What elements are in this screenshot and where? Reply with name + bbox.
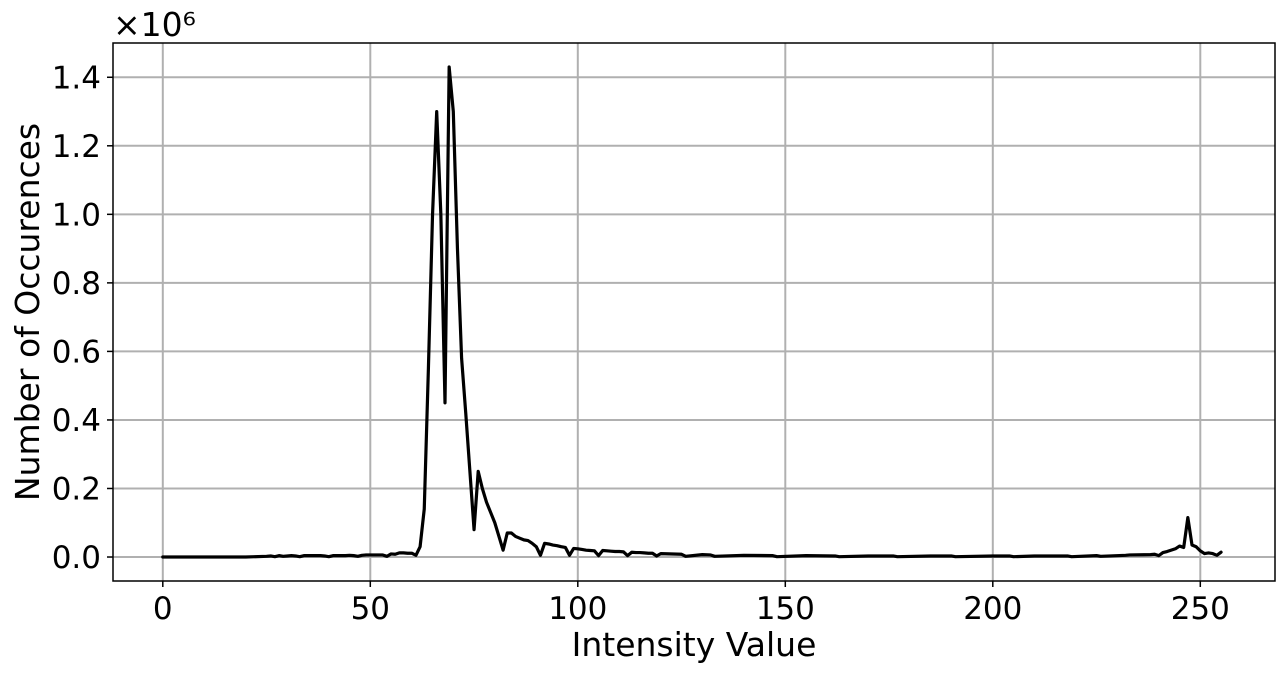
x-tick-label: 200: [963, 591, 1022, 627]
y-tick-label: 0.0: [52, 540, 101, 576]
y-tick-label: 0.2: [52, 471, 101, 507]
x-tick-label: 100: [548, 591, 607, 627]
y-tick-label: 1.2: [52, 129, 101, 165]
y-tick-label: 0.8: [52, 266, 101, 302]
grid: [113, 43, 1275, 581]
x-axis-label: Intensity Value: [572, 625, 817, 664]
x-tick-label: 0: [153, 591, 173, 627]
y-axis-label: Number of Occurences: [8, 123, 47, 501]
x-tick-label: 250: [1171, 591, 1230, 627]
series-line: [161, 65, 1223, 559]
plot-area: [161, 65, 1223, 559]
x-tick-label: 150: [756, 591, 815, 627]
plot-frame: [112, 42, 1276, 582]
y-tick-label: 1.0: [52, 197, 101, 233]
y-tick-label: 1.4: [52, 60, 101, 96]
y-tick-label: 0.6: [52, 334, 101, 370]
axis-ticks: 0 50 100 150 200 250 0.0 0.2 0.4 0.6 0.8 1.0 1.2 1.4: [52, 60, 1230, 627]
y-axis-scale-label: ×10⁶: [113, 5, 196, 44]
y-tick-label: 0.4: [52, 403, 101, 439]
x-tick-label: 50: [351, 591, 390, 627]
